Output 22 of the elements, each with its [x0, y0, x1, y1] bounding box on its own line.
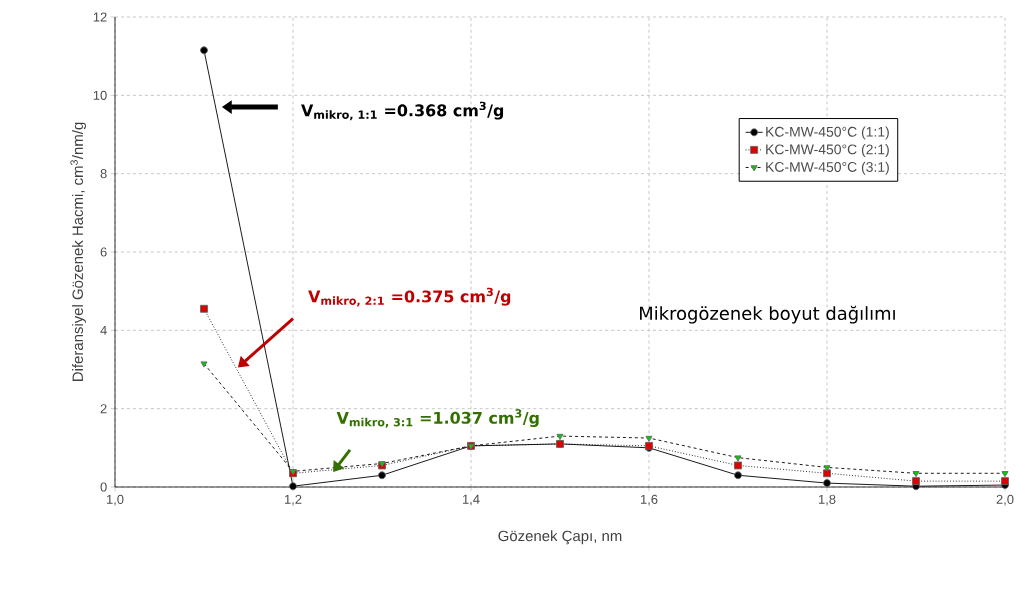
- y-tick-label: 8: [100, 169, 107, 179]
- y-tick-label: 2: [100, 404, 107, 414]
- y-tick-label: 12: [93, 12, 107, 22]
- legend-label: KC-MW-450°C (3:1): [766, 161, 889, 175]
- y-axis-title: Diferansiyel Gözenek Hacmi, cm$^{3}$/nm/g: [70, 122, 86, 381]
- x-tick-label: 1,8: [818, 494, 836, 506]
- x-tick-label: 1,0: [106, 494, 124, 506]
- x-axis-title: Gözenek Çapı, nm: [498, 530, 622, 545]
- x-tick-label: 1,6: [640, 494, 658, 506]
- text: V$_{mikro, 3:1}$ =1.037 cm$^{3}$/g: [336, 409, 539, 428]
- x-tick-label: 2,0: [996, 494, 1014, 506]
- x-tick-label: 1,4: [462, 494, 480, 506]
- text: V$_{mikro, 2:1}$ =0.375 cm$^{3}$/g: [308, 287, 511, 307]
- y-tick-label: 0: [100, 482, 107, 492]
- y-tick-label: 10: [93, 90, 107, 100]
- y-tick-label: 6: [100, 247, 107, 257]
- legend-label: KC-MW-450°C (1:1): [766, 126, 889, 140]
- legend-label: KC-MW-450°C (2:1): [766, 144, 889, 158]
- annotation: Mikrogözenek boyut dağılımı: [640, 305, 895, 324]
- y-tick-label: 4: [100, 325, 107, 335]
- x-tick-label: 1,2: [284, 494, 302, 506]
- text: V$_{mikro, 1:1}$ =0.368 cm$^{3}$/g: [301, 101, 504, 121]
